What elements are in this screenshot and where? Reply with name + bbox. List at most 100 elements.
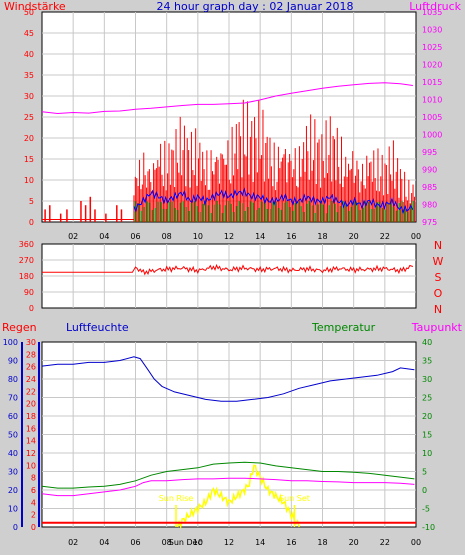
direction-y-tick: 360 xyxy=(19,240,34,249)
compass-label: W xyxy=(433,255,444,268)
compass-label: N xyxy=(434,303,442,316)
rain-y-tick: 12 xyxy=(26,449,36,458)
compass-label: O xyxy=(434,287,443,300)
rain-y-tick: 20 xyxy=(26,400,36,409)
wind-panel-x-tick: 04 xyxy=(99,232,109,241)
humidity-y-tick: 90 xyxy=(8,357,18,366)
temperature-y-tick: 40 xyxy=(422,338,432,347)
wind-y-tick: 40 xyxy=(24,50,34,59)
temperature-label: Temperatur xyxy=(311,321,376,334)
temperature-y-tick: -10 xyxy=(422,523,435,532)
humidity-y-tick: 20 xyxy=(8,486,18,495)
rain-y-tick: 22 xyxy=(26,387,36,396)
compass-label: S xyxy=(435,271,442,284)
direction-line xyxy=(42,263,414,276)
climate-panel-x-tick: 18 xyxy=(317,538,327,547)
pressure-y-tick: 1030 xyxy=(422,26,442,35)
pressure-y-tick: 985 xyxy=(422,183,437,192)
pressure-y-tick: 975 xyxy=(422,218,437,227)
header-left-label: Windstärke xyxy=(4,0,66,13)
pressure-y-tick: 1000 xyxy=(422,131,442,140)
temperature-line xyxy=(41,461,415,489)
temperature-y-tick: 30 xyxy=(422,375,432,384)
wind-y-tick: 30 xyxy=(24,92,34,101)
wind-panel-x-tick: 00 xyxy=(411,232,421,241)
pressure-y-tick: 1010 xyxy=(422,96,442,105)
compass-label: N xyxy=(434,239,442,252)
wind-panel-x-tick: 08 xyxy=(162,232,172,241)
climate-panel-x-tick: 08 xyxy=(162,538,172,547)
humidity-y-tick: 80 xyxy=(8,375,18,384)
rain-label: Regen xyxy=(2,321,37,334)
wind-panel-x-tick: 22 xyxy=(380,232,390,241)
wind-panel-x-tick: 18 xyxy=(317,232,327,241)
pressure-y-tick: 1015 xyxy=(422,78,442,87)
direction-y-tick: 270 xyxy=(19,256,34,265)
rain-y-tick: 30 xyxy=(26,338,36,347)
rain-y-tick: 10 xyxy=(26,461,36,470)
wind-panel-x-tick: 10 xyxy=(193,232,203,241)
humidity-y-tick: 100 xyxy=(3,338,18,347)
wind-panel-x-tick: 12 xyxy=(224,232,234,241)
wind-panel-x-tick: 06 xyxy=(130,232,140,241)
wind-y-tick: 45 xyxy=(24,29,34,38)
temperature-y-tick: 0 xyxy=(422,486,427,495)
climate-panel-x-tick: 06 xyxy=(130,538,140,547)
wind-y-tick: 25 xyxy=(24,113,34,122)
humidity-label: Luftfeuchte xyxy=(66,321,129,334)
temperature-y-tick: 20 xyxy=(422,412,432,421)
climate-panel-x-tick: 12 xyxy=(224,538,234,547)
rain-y-tick: 18 xyxy=(26,412,36,421)
temperature-y-tick: 15 xyxy=(422,431,432,440)
wind-panel-x-tick: 20 xyxy=(349,232,359,241)
sun-line xyxy=(176,464,300,530)
wind-y-tick: 35 xyxy=(24,71,34,80)
wind-y-tick: 0 xyxy=(29,218,34,227)
dewpoint-line xyxy=(41,477,415,497)
rain-y-tick: 0 xyxy=(31,523,36,532)
direction-y-tick: 0 xyxy=(29,304,34,313)
temperature-y-tick: 5 xyxy=(422,468,427,477)
temperature-y-tick: 35 xyxy=(422,357,432,366)
header-right-label: Luftdruck xyxy=(409,0,461,13)
wind-y-tick: 15 xyxy=(24,155,34,164)
rain-y-tick: 24 xyxy=(26,375,36,384)
wind-y-tick: 5 xyxy=(29,197,34,206)
pressure-y-tick: 980 xyxy=(422,201,437,210)
humidity-y-tick: 60 xyxy=(8,412,18,421)
rain-y-tick: 16 xyxy=(26,424,36,433)
humidity-line xyxy=(41,356,415,402)
climate-panel-x-tick: 10 xyxy=(193,538,203,547)
climate-panel-x-tick: 20 xyxy=(349,538,359,547)
humidity-y-tick: 40 xyxy=(8,449,18,458)
rain-y-tick: 8 xyxy=(31,474,36,483)
climate-panel-x-tick: 16 xyxy=(286,538,296,547)
climate-panel-x-tick: 02 xyxy=(68,538,78,547)
sun-dec-label: Sun Dec xyxy=(169,538,202,547)
pressure-y-tick: 990 xyxy=(422,166,437,175)
temperature-y-tick: 10 xyxy=(422,449,432,458)
wind-avg-line xyxy=(133,187,414,215)
wind-panel-x-tick: 14 xyxy=(255,232,265,241)
humidity-y-tick: 0 xyxy=(13,523,18,532)
humidity-y-tick: 70 xyxy=(8,394,18,403)
wind-panel-x-tick: 16 xyxy=(286,232,296,241)
pressure-y-tick: 995 xyxy=(422,148,437,157)
rain-y-tick: 26 xyxy=(26,363,36,372)
pressure-line xyxy=(41,82,413,115)
temperature-y-tick: 25 xyxy=(422,394,432,403)
sun-rise-label: Sun Rise xyxy=(159,494,194,503)
wind-y-tick: 50 xyxy=(24,8,34,17)
header-title: 24 hour graph day : 02 Januar 2018 xyxy=(157,0,354,13)
wind-y-tick: 20 xyxy=(24,134,34,143)
climate-panel-x-tick: 14 xyxy=(255,538,265,547)
humidity-y-tick: 30 xyxy=(8,468,18,477)
humidity-y-tick: 10 xyxy=(8,505,18,514)
rain-y-tick: 14 xyxy=(26,437,36,446)
climate-panel-x-tick: 22 xyxy=(380,538,390,547)
wind-panel-x-tick: 02 xyxy=(68,232,78,241)
rain-y-tick: 2 xyxy=(31,511,36,520)
direction-y-tick: 180 xyxy=(19,272,34,281)
